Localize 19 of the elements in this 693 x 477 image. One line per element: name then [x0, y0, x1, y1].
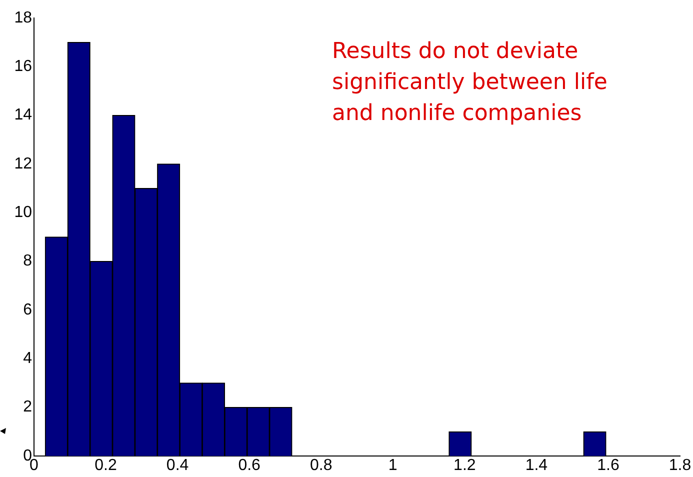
- y-tick-label: 8: [23, 252, 32, 270]
- y-tick-label: 2: [23, 398, 32, 416]
- x-tick-label: 0.6: [238, 457, 261, 474]
- x-tick-label: 1.2: [454, 457, 476, 474]
- y-tick-label: 6: [23, 301, 32, 318]
- x-tick-label: 1: [388, 457, 398, 474]
- y-tick-label: 18: [14, 9, 32, 26]
- x-tick-label: 0.4: [166, 457, 189, 474]
- x-tick-label: 0.2: [94, 457, 117, 474]
- y-tick-label: 16: [14, 58, 32, 76]
- annotation: Results do not deviate significantly between life and nonlife companies: [332, 38, 608, 128]
- x-tick-label: 1.8: [668, 457, 692, 474]
- y-tick-label: 14: [14, 106, 32, 124]
- x-tick-label: 0.8: [310, 457, 332, 474]
- x-tick-label: 1.6: [597, 457, 620, 474]
- y-tick-label: 4: [23, 350, 32, 368]
- y-tick-label: 12: [14, 155, 32, 172]
- x-tick-label: 1.4: [525, 457, 548, 474]
- y-tick-label: 10: [14, 204, 32, 222]
